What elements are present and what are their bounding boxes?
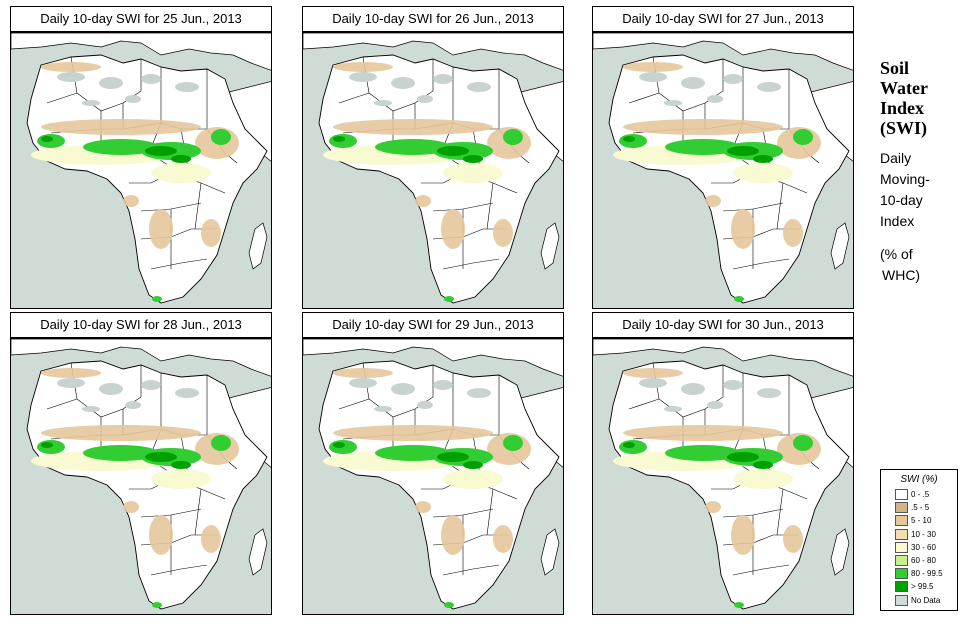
africa-map	[302, 338, 564, 615]
legend-swatch	[895, 489, 908, 500]
title-line: Soil	[880, 58, 910, 78]
legend-item: 60 - 80	[895, 555, 955, 567]
legend-label: 30 - 60	[911, 542, 936, 552]
legend-item: > 99.5	[895, 581, 955, 593]
legend-swatch	[895, 555, 908, 566]
map-panel-5: Daily 10-day SWI for 29 Jun., 2013	[292, 306, 564, 615]
africa-map	[10, 338, 272, 615]
legend: SWI (%) 0 - .5 .5 - 5 5 - 10 10 - 30 30 - 60…	[880, 469, 958, 611]
africa-map	[302, 32, 564, 309]
legend-item: .5 - 5	[895, 502, 955, 514]
panel-title: Daily 10-day SWI for 30 Jun., 2013	[592, 312, 854, 338]
legend-swatch	[895, 515, 908, 527]
units-label: (% of WHC)	[880, 244, 966, 286]
map-panel-6: Daily 10-day SWI for 30 Jun., 2013	[582, 306, 854, 615]
panel-title: Daily 10-day SWI for 28 Jun., 2013	[10, 312, 272, 338]
title-line: Index	[880, 98, 925, 118]
legend-item: 80 - 99.5	[895, 568, 955, 580]
legend-item: No Data	[895, 594, 955, 607]
units-line: WHC)	[882, 267, 921, 283]
legend-item: 0 - .5	[895, 489, 955, 501]
legend-title: SWI (%)	[900, 474, 938, 485]
map-panel-1: Daily 10-day SWI for 25 Jun., 2013	[0, 0, 272, 309]
legend-item: 10 - 30	[895, 528, 955, 541]
legend-item: 30 - 60	[895, 541, 955, 554]
units-line: (% of	[880, 246, 913, 262]
subtitle: Daily Moving- 10-day Index	[880, 148, 966, 232]
africa-map	[592, 32, 854, 309]
legend-swatch	[895, 528, 908, 540]
map-panel-2: Daily 10-day SWI for 26 Jun., 2013	[292, 0, 564, 309]
legend-swatch	[895, 594, 908, 606]
panel-title: Daily 10-day SWI for 29 Jun., 2013	[302, 312, 564, 338]
figure-title: Soil Water Index (SWI) Daily Moving- 10-…	[880, 58, 966, 286]
legend-swatch	[895, 541, 908, 553]
legend-label: 0 - .5	[911, 490, 930, 499]
map-panel-4: Daily 10-day SWI for 28 Jun., 2013	[0, 306, 272, 615]
panel-title: Daily 10-day SWI for 25 Jun., 2013	[10, 6, 272, 32]
legend-label: > 99.5	[911, 582, 934, 592]
panel-title: Daily 10-day SWI for 27 Jun., 2013	[592, 6, 854, 32]
title-line: (SWI)	[880, 118, 928, 138]
legend-item: 5 - 10	[895, 515, 955, 527]
map-panel-3: Daily 10-day SWI for 27 Jun., 2013	[582, 0, 854, 309]
legend-swatch	[895, 502, 908, 514]
legend-label: 80 - 99.5	[911, 569, 943, 579]
subtitle-line: Moving-	[880, 171, 930, 187]
legend-label: 5 - 10	[911, 516, 932, 526]
africa-map	[592, 338, 854, 615]
subtitle-line: Daily	[880, 150, 912, 166]
legend-swatch	[895, 568, 908, 580]
subtitle-line: Index	[880, 213, 915, 229]
title-line: Water	[880, 78, 928, 98]
legend-label: 60 - 80	[911, 556, 936, 565]
subtitle-line: 10-day	[880, 192, 923, 208]
legend-label: No Data	[911, 595, 941, 605]
africa-map	[10, 32, 272, 309]
legend-label: .5 - 5	[911, 503, 930, 513]
legend-label: 10 - 30	[911, 529, 936, 539]
panel-title: Daily 10-day SWI for 26 Jun., 2013	[302, 6, 564, 32]
legend-swatch	[895, 581, 908, 593]
